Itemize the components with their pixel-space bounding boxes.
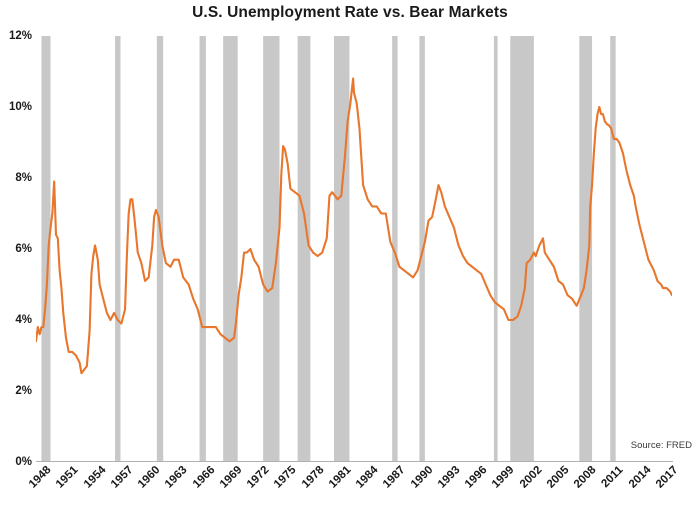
x-axis-tick-label: 1981	[326, 464, 354, 491]
source-note: Source: FRED	[630, 440, 692, 451]
y-axis-tick-label: 2%	[15, 385, 32, 397]
x-axis-tick-label: 2017	[653, 464, 681, 491]
bear-market-band	[41, 36, 51, 462]
x-axis-tick-label: 2005	[544, 464, 572, 491]
bear-market-band	[493, 36, 498, 462]
x-axis-tick-label: 1996	[463, 464, 490, 491]
x-axis-tick-label: 2008	[572, 464, 599, 491]
bear-market-band	[199, 36, 206, 462]
x-axis-tick-label: 1987	[381, 464, 408, 491]
chart-svg	[36, 36, 672, 462]
x-axis-tick-label: 1972	[244, 464, 272, 491]
x-axis-tick-label: 2002	[517, 464, 545, 491]
bear-market-band	[510, 36, 534, 462]
x-axis-tick-label: 1966	[190, 464, 218, 491]
y-axis-tick-label: 6%	[15, 243, 32, 255]
bear-market-band	[579, 36, 593, 462]
x-axis-tick-label: 1954	[81, 464, 108, 491]
plot-area	[36, 36, 672, 462]
bear-market-band	[334, 36, 350, 462]
x-axis-tick-label: 1975	[272, 464, 299, 491]
bear-market-band	[297, 36, 311, 462]
x-axis-labels: 1948 1951 1954 1957 1960 1963 1966 1969 1972 1975…	[27, 462, 680, 505]
x-axis-tick-label: 1957	[108, 464, 136, 491]
x-axis-tick-label: 2011	[599, 464, 626, 491]
y-axis-tick-label: 12%	[8, 30, 32, 42]
bear-market-band	[263, 36, 280, 462]
y-axis-tick-label: 8%	[15, 172, 32, 184]
x-axis-tick-label: 2014	[626, 464, 654, 491]
x-axis-tick-label: 1978	[299, 464, 327, 491]
y-axis-tick-label: 0%	[15, 456, 32, 468]
bear-market-band	[392, 36, 398, 462]
bear-market-band	[223, 36, 238, 462]
x-axis-line	[36, 461, 673, 462]
x-axis-tick-label: 1960	[135, 464, 163, 491]
chart-title: U.S. Unemployment Rate vs. Bear Markets	[192, 4, 508, 21]
bear-market-band	[610, 36, 616, 462]
x-axis-tick-label: 1951	[54, 464, 81, 491]
bear-market-band	[115, 36, 121, 462]
x-axis-tick-label: 1969	[217, 464, 245, 491]
x-axis-tick-label: 1999	[490, 464, 517, 491]
x-axis-tick-label: 1993	[435, 464, 463, 491]
y-axis-tick-label: 10%	[8, 101, 32, 113]
x-axis-tick-label: 1984	[353, 464, 381, 491]
unemployment-rate-line	[36, 77, 672, 375]
x-axis-tick-label: 1990	[408, 464, 436, 491]
y-axis-labels: 0% 2% 4% 6% 8% 10% 12%	[0, 30, 32, 468]
bear-market-band	[156, 36, 164, 462]
x-axis-tick-label: 1963	[163, 464, 190, 491]
y-axis-tick-label: 4%	[15, 314, 32, 326]
